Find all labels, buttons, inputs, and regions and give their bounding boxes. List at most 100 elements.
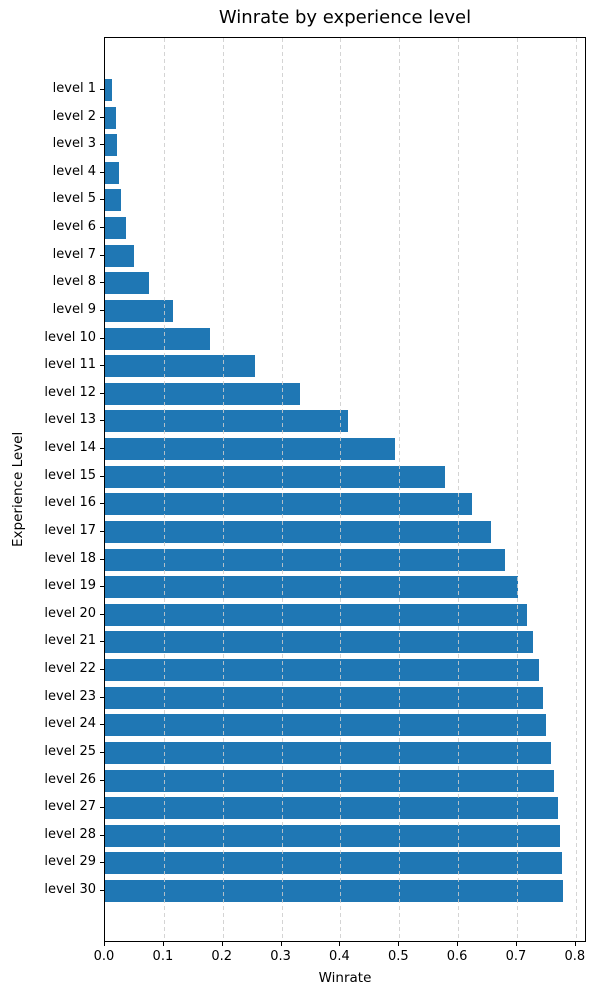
- y-tick-mark: [100, 392, 104, 394]
- y-tick-label: level 29: [44, 854, 96, 870]
- y-tick-label: level 30: [44, 881, 96, 897]
- y-tick-label: level 11: [44, 357, 96, 373]
- x-tick-label: 0.1: [152, 949, 174, 964]
- y-tick-label: level 21: [44, 633, 96, 649]
- y-tick-mark: [100, 171, 104, 173]
- y-tick-mark: [100, 89, 104, 90]
- bar-level-8: [105, 272, 150, 295]
- gridline: [399, 38, 401, 941]
- bar-level-7: [105, 244, 135, 267]
- x-tick-mark: [104, 942, 105, 946]
- bar-level-5: [105, 189, 121, 212]
- y-tick-label: level 3: [52, 136, 96, 152]
- y-tick-label: level 9: [52, 301, 96, 317]
- y-tick-label: level 28: [44, 826, 96, 842]
- x-tick-label: 0.7: [505, 949, 527, 964]
- y-tick-mark: [100, 807, 104, 809]
- bar-level-25: [105, 741, 551, 764]
- x-tick-label: 0.0: [93, 949, 115, 964]
- x-tick-label: 0.8: [564, 949, 586, 964]
- y-tick-mark: [100, 613, 104, 615]
- y-tick-label: level 10: [44, 329, 96, 345]
- y-tick-mark: [100, 254, 104, 256]
- y-tick-mark: [100, 420, 104, 422]
- bar-level-2: [105, 106, 117, 129]
- y-tick-mark: [100, 448, 104, 450]
- x-tick-mark: [516, 942, 517, 946]
- x-tick-label: 0.2: [211, 949, 233, 964]
- y-tick-label: level 7: [52, 246, 96, 262]
- bar-level-9: [105, 299, 174, 322]
- y-tick-mark: [100, 889, 104, 891]
- x-tick-mark: [457, 942, 459, 946]
- x-tick-label: 0.4: [329, 949, 350, 964]
- y-tick-label: level 26: [44, 771, 96, 787]
- y-tick-label: level 18: [44, 550, 96, 566]
- x-tick-label: 0.3: [270, 949, 291, 964]
- bar-level-23: [105, 686, 543, 709]
- y-tick-mark: [100, 475, 104, 477]
- bar-level-12: [105, 382, 301, 405]
- gridline: [517, 38, 518, 941]
- x-tick-mark: [339, 942, 341, 946]
- bar-level-10: [105, 327, 211, 350]
- x-tick-label: 0.6: [446, 949, 468, 964]
- y-tick-label: level 1: [52, 81, 96, 96]
- gridline: [222, 38, 224, 941]
- bar-level-15: [105, 465, 445, 488]
- y-tick-label: level 14: [44, 440, 96, 456]
- x-tick-mark: [221, 942, 223, 946]
- bar-level-17: [105, 520, 491, 543]
- bar-level-13: [105, 410, 349, 433]
- x-tick-mark: [280, 942, 282, 946]
- x-tick-label: 0.5: [387, 949, 409, 964]
- bar-level-3: [105, 134, 118, 157]
- y-tick-label: level 13: [44, 412, 96, 428]
- y-tick-mark: [100, 282, 104, 284]
- bar-level-21: [105, 631, 534, 654]
- y-tick-label: level 8: [52, 274, 96, 290]
- y-tick-mark: [100, 365, 104, 367]
- bar-level-6: [105, 217, 126, 240]
- bar-level-24: [105, 714, 547, 737]
- y-tick-mark: [100, 751, 104, 753]
- x-tick-mark: [398, 942, 400, 946]
- y-tick-mark: [100, 779, 104, 781]
- chart-title: Winrate by experience level: [218, 7, 472, 28]
- y-tick-label: level 19: [44, 578, 96, 594]
- y-tick-mark: [100, 558, 104, 560]
- y-tick-mark: [100, 724, 104, 726]
- y-tick-label: level 27: [44, 799, 96, 815]
- y-tick-mark: [100, 199, 104, 201]
- bar-level-28: [105, 824, 560, 847]
- y-tick-mark: [100, 696, 104, 698]
- bar-level-16: [105, 493, 473, 516]
- y-tick-label: level 15: [44, 467, 96, 483]
- gridline: [575, 38, 577, 941]
- bar-level-22: [105, 659, 539, 682]
- x-axis-label: Winrate: [318, 970, 372, 986]
- bar-level-18: [105, 548, 506, 571]
- gridline: [163, 38, 165, 941]
- y-tick-label: level 4: [52, 163, 96, 179]
- bar-level-19: [105, 576, 518, 599]
- bar-level-14: [105, 438, 396, 461]
- y-tick-mark: [100, 641, 104, 643]
- bar-level-27: [105, 797, 558, 820]
- x-tick-mark: [162, 942, 164, 946]
- plot-area: [104, 37, 586, 942]
- bar-level-11: [105, 355, 256, 378]
- y-tick-mark: [100, 503, 104, 505]
- x-tick-mark: [574, 942, 576, 946]
- y-tick-mark: [100, 530, 104, 532]
- y-tick-mark: [100, 834, 104, 836]
- y-tick-mark: [100, 586, 104, 588]
- bar-level-1: [105, 79, 112, 101]
- y-tick-label: level 23: [44, 688, 96, 704]
- bar-level-29: [105, 852, 562, 875]
- y-tick-mark: [100, 669, 104, 671]
- y-tick-label: level 2: [52, 108, 96, 124]
- y-tick-label: level 20: [44, 605, 96, 621]
- y-tick-label: level 16: [44, 495, 96, 511]
